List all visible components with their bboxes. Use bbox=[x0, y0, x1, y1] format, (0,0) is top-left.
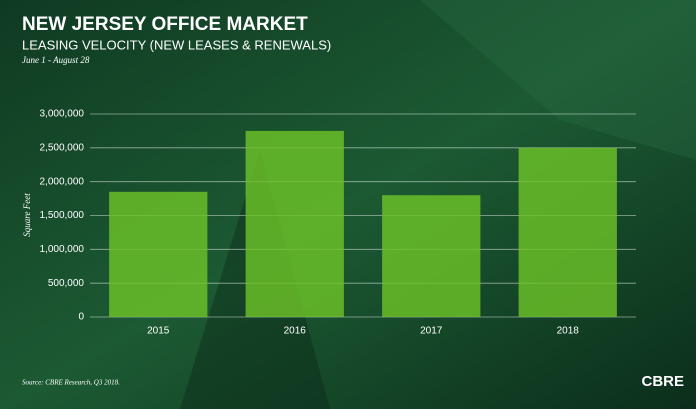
y-tick-label: 1,500,000 bbox=[40, 210, 85, 221]
y-tick-label: 500,000 bbox=[48, 278, 85, 289]
bar bbox=[245, 130, 344, 317]
y-tick-label: 2,000,000 bbox=[40, 176, 85, 187]
background-shape bbox=[420, 0, 696, 160]
source-note: Source: CBRE Research, Q3 2018. bbox=[22, 379, 120, 387]
y-axis-label: Square Feet bbox=[22, 193, 32, 237]
chart-subtitle: LEASING VELOCITY (NEW LEASES & RENEWALS) bbox=[22, 37, 331, 52]
y-tick-label: 3,000,000 bbox=[40, 109, 85, 120]
chart-title: NEW JERSEY OFFICE MARKET bbox=[22, 14, 308, 35]
date-range: June 1 - August 28 bbox=[22, 55, 90, 65]
x-tick-label: 2018 bbox=[557, 326, 580, 337]
logo: CBRE bbox=[641, 373, 684, 390]
y-tick-label: 1,000,000 bbox=[40, 244, 85, 255]
bar bbox=[109, 191, 208, 317]
bar bbox=[518, 147, 617, 317]
x-tick-label: 2017 bbox=[420, 326, 443, 337]
bar bbox=[382, 195, 481, 317]
y-tick-label: 2,500,000 bbox=[40, 142, 85, 153]
x-tick-label: 2015 bbox=[147, 326, 170, 337]
y-tick-label: 0 bbox=[78, 312, 84, 323]
x-tick-label: 2016 bbox=[284, 326, 307, 337]
